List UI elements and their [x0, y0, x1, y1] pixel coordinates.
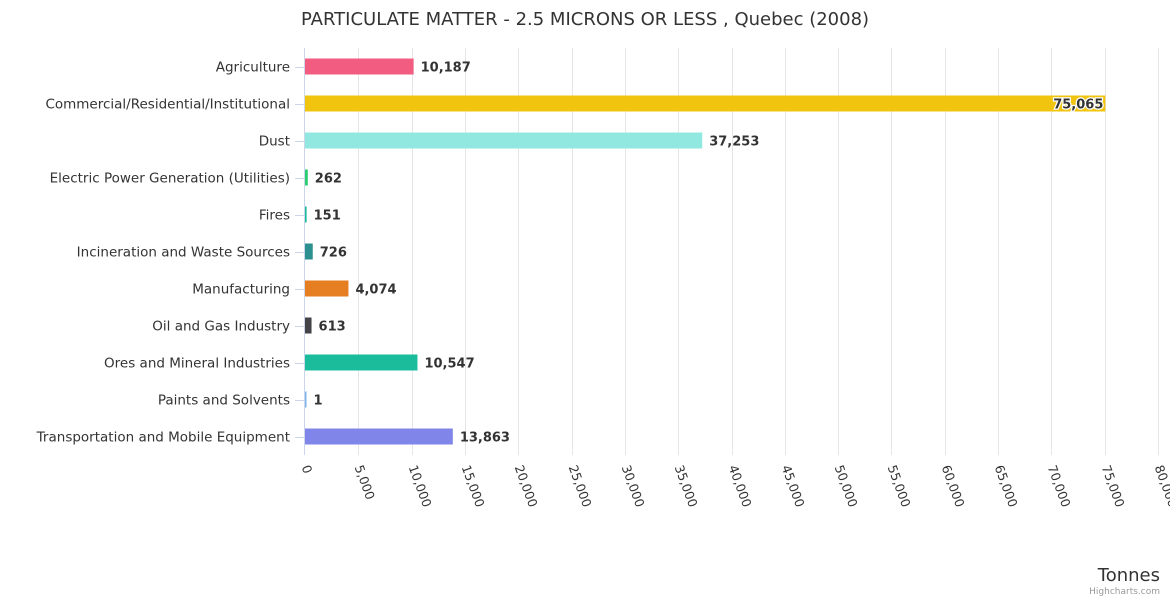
category-labels: Agriculture Commercial/Residential/Instit… — [36, 60, 305, 446]
data-label: 10,187 — [421, 61, 471, 76]
tick-label: 5,000 — [352, 463, 378, 502]
category-label: Dust — [259, 134, 290, 150]
tick-label: 10,000 — [406, 463, 435, 509]
tick-label: 55,000 — [885, 463, 914, 509]
tick-label: 25,000 — [566, 463, 595, 509]
tick-label: 65,000 — [992, 463, 1021, 509]
bar[interactable] — [305, 206, 307, 223]
tick-label: 30,000 — [619, 463, 648, 509]
value-axis-title: Tonnes — [1097, 565, 1160, 586]
category-label: Electric Power Generation (Utilities) — [50, 171, 290, 187]
category-label: Transportation and Mobile Equipment — [36, 430, 290, 446]
category-label: Incineration and Waste Sources — [77, 245, 290, 261]
credits-link[interactable]: Highcharts.com — [1089, 587, 1160, 597]
tick-label: 70,000 — [1045, 463, 1074, 509]
bar[interactable] — [305, 391, 307, 408]
bar[interactable] — [305, 354, 418, 371]
gridlines — [304, 48, 1159, 455]
category-label: Ores and Mineral Industries — [104, 356, 290, 372]
data-label: 75,065 — [1053, 98, 1103, 113]
data-label: 1 — [314, 394, 323, 409]
tick-label: 15,000 — [459, 463, 488, 509]
bar[interactable] — [305, 280, 349, 297]
data-label: 151 — [314, 209, 341, 224]
category-label: Fires — [259, 208, 290, 224]
tick-label: 60,000 — [939, 463, 968, 509]
category-label: Commercial/Residential/Institutional — [45, 97, 290, 113]
value-axis-ticks: 0 5,000 10,000 15,000 20,000 25,000 30,000 35,0… — [299, 463, 1170, 509]
data-label: 262 — [315, 172, 342, 187]
category-label: Oil and Gas Industry — [152, 319, 290, 335]
data-labels: 10,187 75,065 37,253 262 151 726 4,074 613 10,54… — [314, 61, 1105, 446]
category-label: Paints and Solvents — [158, 393, 290, 409]
data-label: 726 — [320, 246, 347, 261]
category-label: Manufacturing — [192, 282, 290, 298]
data-label: 10,547 — [424, 357, 474, 372]
data-label: 13,863 — [460, 431, 510, 446]
category-label: Agriculture — [216, 60, 290, 76]
tick-label: 20,000 — [512, 463, 541, 509]
data-label: 613 — [319, 320, 346, 335]
tick-label: 35,000 — [672, 463, 701, 509]
chart-title: PARTICULATE MATTER - 2.5 MICRONS OR LESS… — [301, 9, 869, 30]
bars — [305, 58, 1106, 445]
tick-label: 40,000 — [726, 463, 755, 509]
data-label: 4,074 — [355, 283, 396, 298]
bar[interactable] — [305, 132, 703, 149]
bar[interactable] — [305, 58, 414, 75]
bar[interactable] — [305, 428, 453, 445]
tick-label: 50,000 — [832, 463, 861, 509]
tick-label: 45,000 — [779, 463, 808, 509]
data-label: 37,253 — [709, 135, 759, 150]
tick-label: 80,000 — [1152, 463, 1170, 509]
bar[interactable] — [305, 317, 312, 334]
bar[interactable] — [305, 169, 308, 186]
bar[interactable] — [305, 95, 1106, 112]
bar[interactable] — [305, 243, 313, 260]
tick-label: 75,000 — [1099, 463, 1128, 509]
tick-label: 0 — [299, 463, 316, 476]
